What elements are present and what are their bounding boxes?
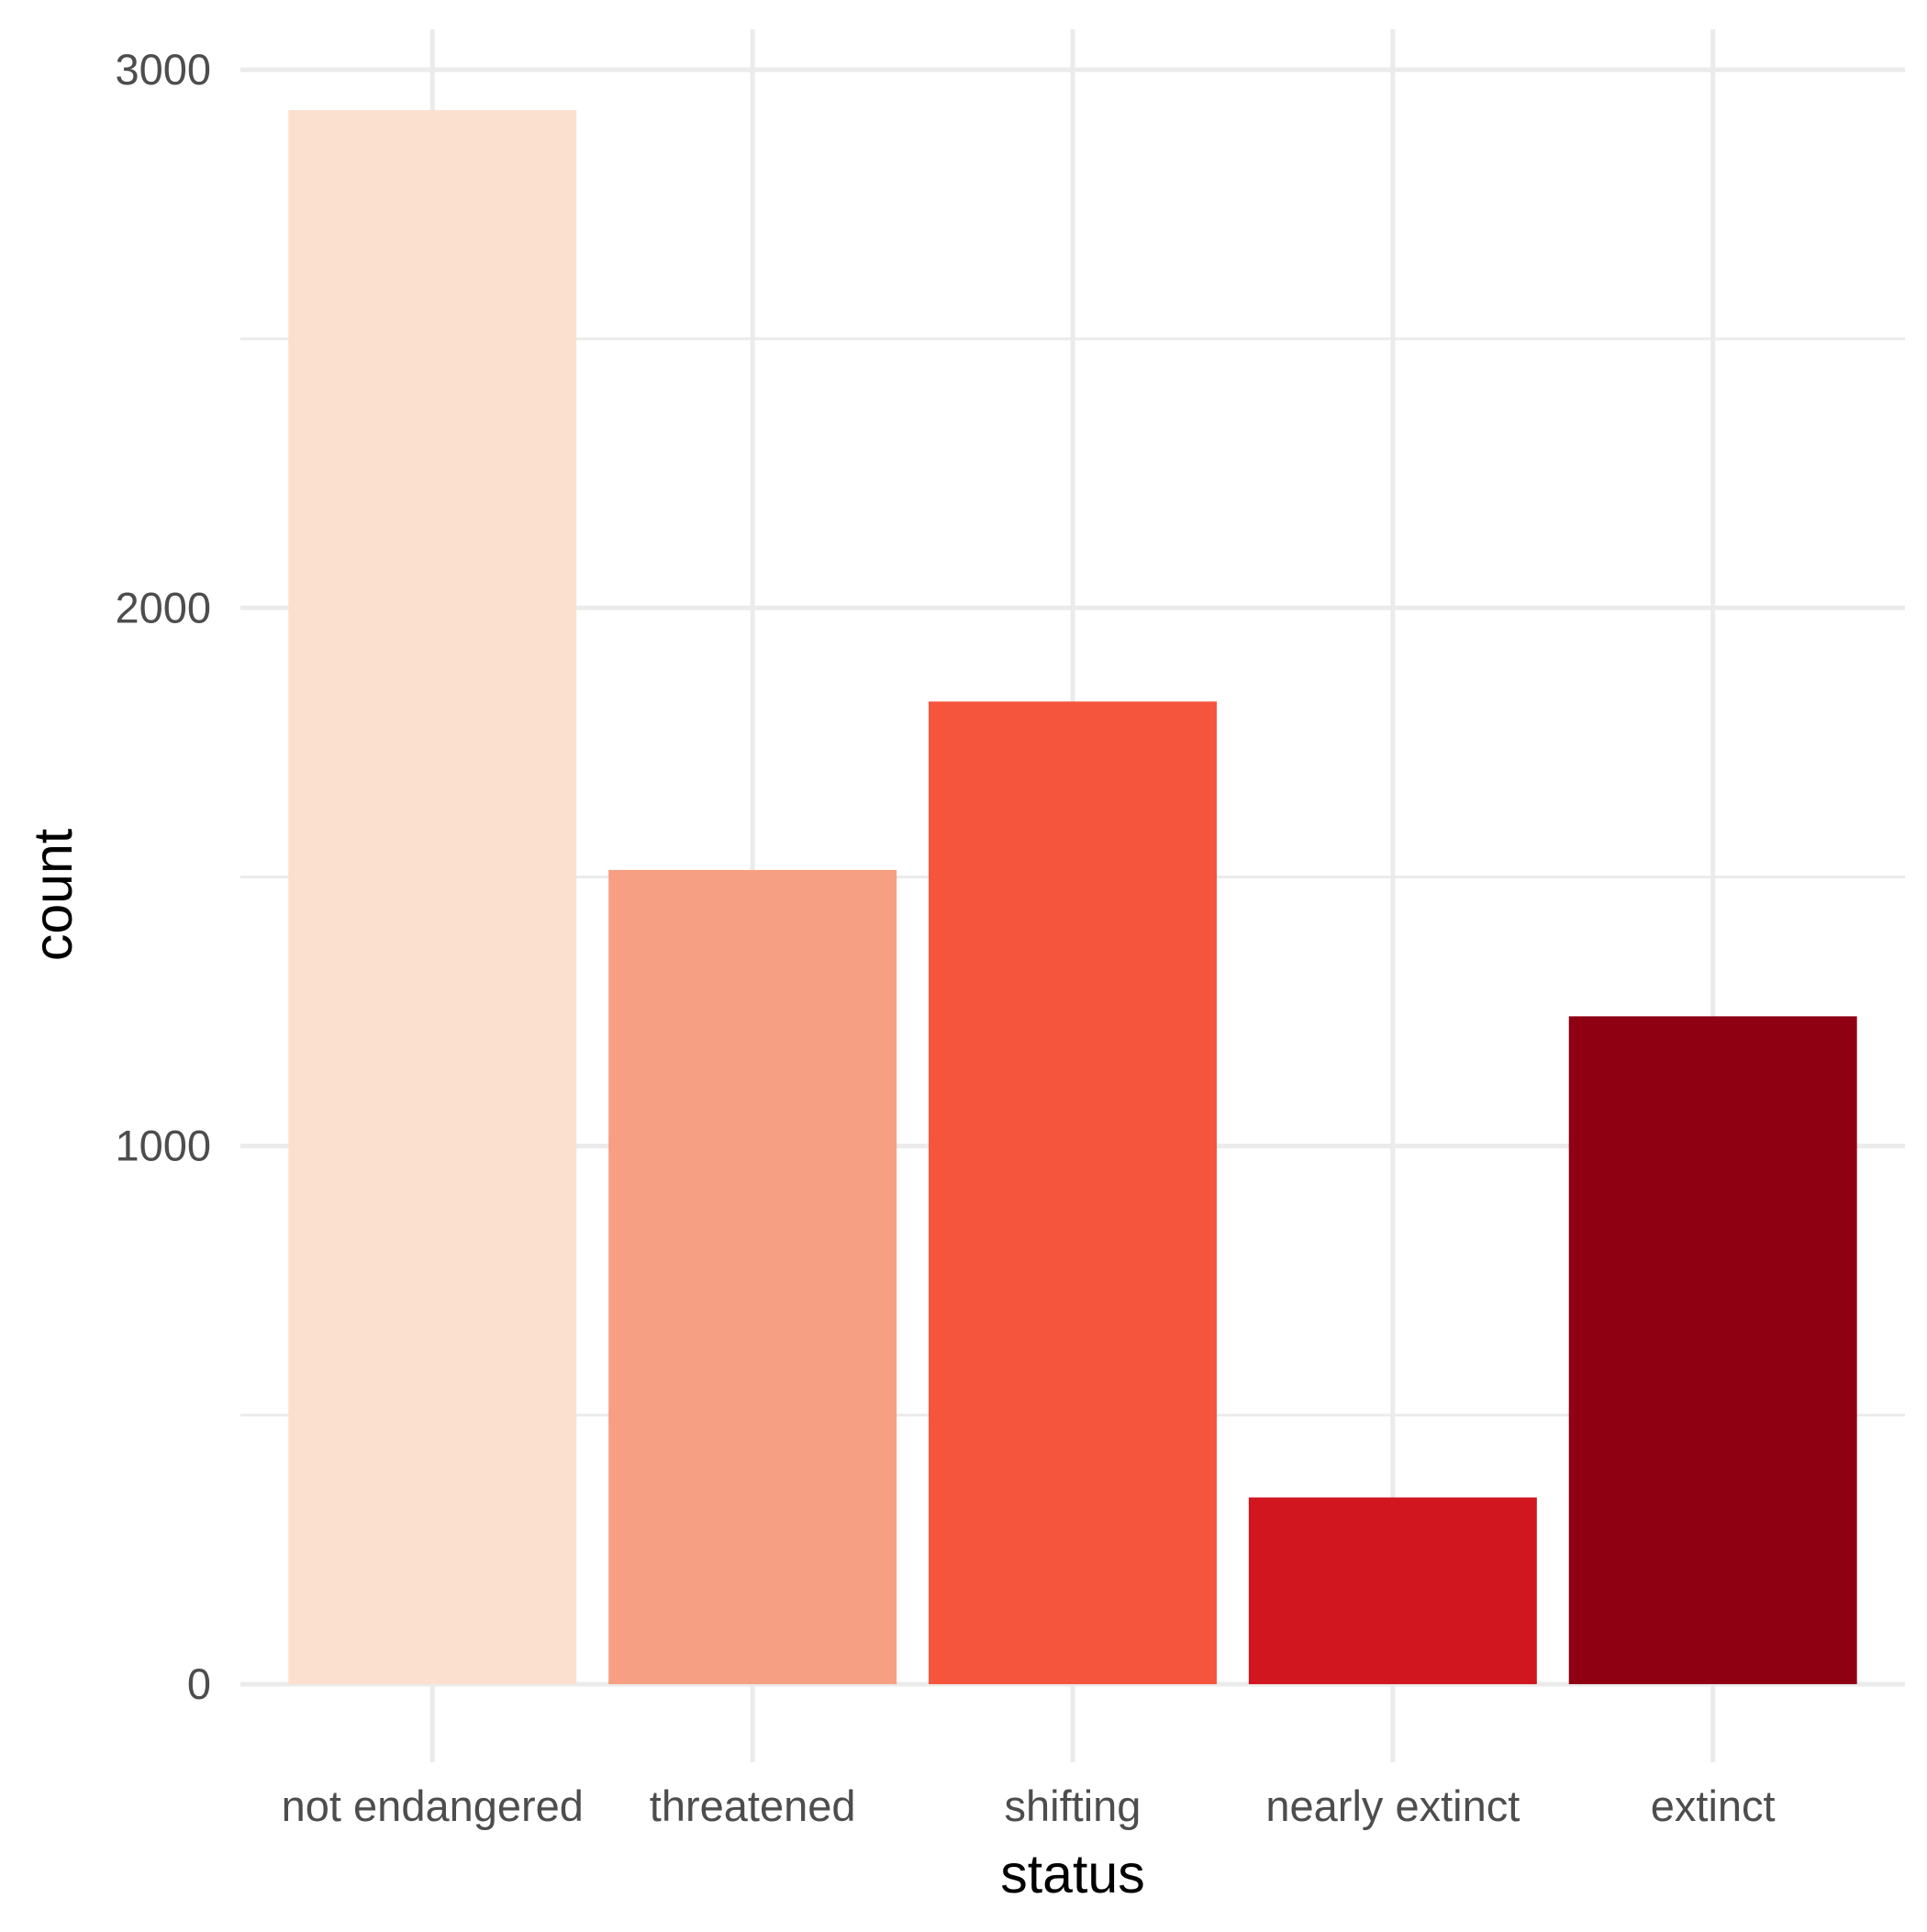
y-axis-tick-labels: 0 1000 2000 3000 — [115, 45, 211, 1708]
bar-nearly-extinct — [1248, 1497, 1537, 1684]
bar-not-endangered — [288, 109, 577, 1684]
bar-threatened — [608, 869, 897, 1684]
x-tick-label: shifting — [1005, 1781, 1142, 1830]
x-tick-label: not endangered — [282, 1781, 584, 1830]
y-tick-label: 2000 — [115, 583, 211, 631]
x-axis-tick-labels: not endangered threatened shifting nearly e… — [282, 1781, 1776, 1830]
y-tick-label: 3000 — [115, 45, 211, 94]
x-tick-label: nearly extinct — [1265, 1781, 1520, 1830]
bars — [288, 109, 1857, 1684]
y-axis-title: count — [23, 829, 84, 961]
x-tick-label: threatened — [650, 1781, 856, 1830]
y-tick-label: 0 — [187, 1659, 211, 1708]
y-tick-label: 1000 — [115, 1122, 211, 1170]
bar-extinct — [1568, 1016, 1857, 1684]
x-tick-label: extinct — [1651, 1781, 1776, 1830]
bar-shifting — [929, 701, 1217, 1684]
x-axis-title: status — [1000, 1844, 1144, 1904]
